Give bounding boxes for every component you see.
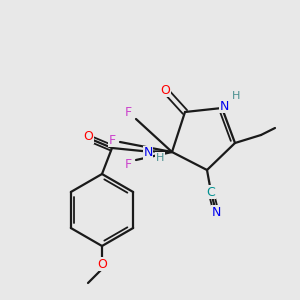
Text: F: F (108, 134, 116, 146)
Text: N: N (143, 146, 153, 160)
Text: C: C (207, 185, 215, 199)
Text: H: H (156, 153, 164, 163)
Text: N: N (219, 100, 229, 112)
Text: F: F (124, 106, 132, 119)
Text: F: F (124, 158, 132, 172)
Text: H: H (232, 91, 240, 101)
Text: O: O (83, 130, 93, 143)
Text: O: O (97, 257, 107, 271)
Text: O: O (160, 83, 170, 97)
Text: N: N (211, 206, 221, 218)
